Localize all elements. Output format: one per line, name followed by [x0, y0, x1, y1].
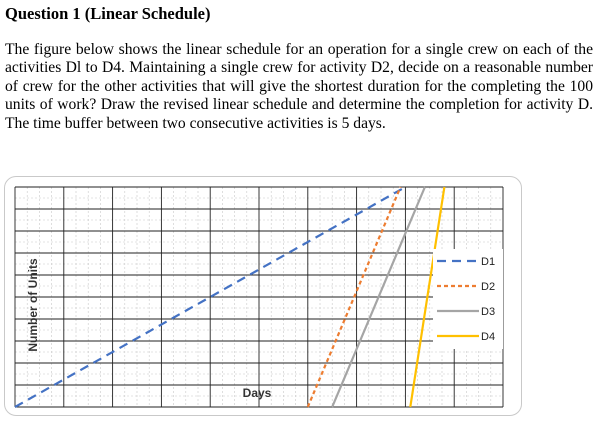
series-line-d3: [331, 186, 426, 408]
series-lines: [14, 186, 446, 408]
legend-label-d3: D3: [481, 306, 495, 318]
legend-label-d2: D2: [481, 281, 495, 293]
major-gridlines: [14, 186, 504, 408]
linear-schedule-figure: D1 D2 D3 D4 Days Number of Units: [4, 176, 522, 416]
question-paragraph: The figure below shows the linear schedu…: [5, 41, 593, 132]
y-axis-label: Number of Units: [26, 258, 40, 352]
series-line-d2: [306, 186, 402, 408]
legend-label-d1: D1: [481, 256, 495, 268]
legend: D1 D2 D3 D4: [433, 249, 503, 349]
series-line-d4: [409, 186, 446, 408]
x-axis-label: Days: [243, 386, 272, 400]
linear-schedule-chart: D1 D2 D3 D4 Days Number of Units: [14, 186, 504, 408]
question-heading: Question 1 (Linear Schedule): [5, 4, 211, 23]
legend-background: [433, 249, 503, 349]
legend-label-d4: D4: [481, 331, 495, 343]
